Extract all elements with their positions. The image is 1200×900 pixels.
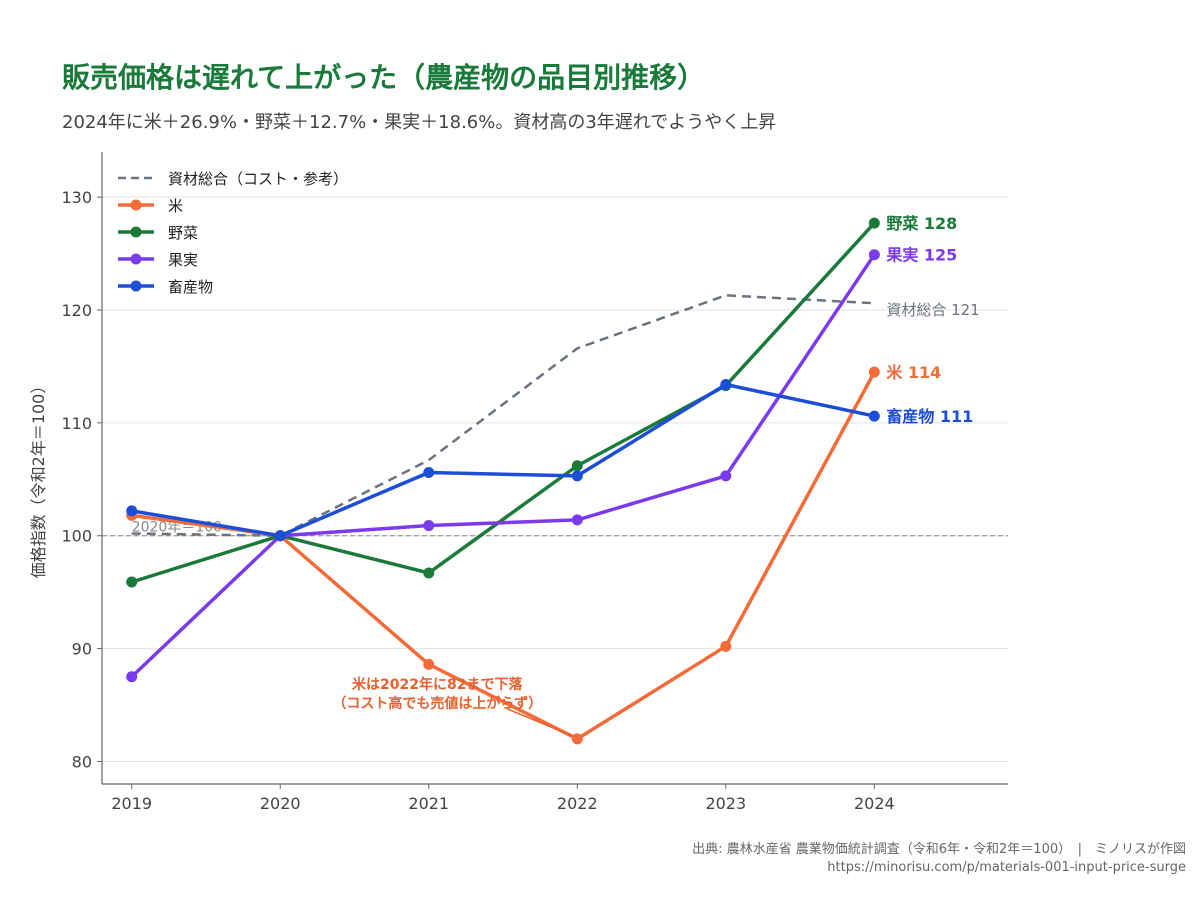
data-point-米 (720, 640, 732, 652)
y-tick-label: 90 (72, 640, 92, 659)
legend-marker (130, 226, 142, 238)
data-point-畜産物 (720, 378, 732, 390)
series-line-畜産物 (131, 382, 875, 538)
legend-marker (130, 253, 142, 265)
annotation-text: 米は2022年に82まで下落 (352, 676, 523, 693)
legend-marker (130, 280, 142, 292)
source-note: 出典: 農林水産省 農業物価統計調査（令和6年・令和2年＝100） | ミノリス… (692, 842, 1186, 857)
series-line-materials (131, 294, 875, 537)
end-label: 畜産物 111 (886, 407, 973, 426)
data-point-畜産物 (571, 470, 583, 482)
x-tick-label: 2021 (408, 794, 449, 813)
end-label: 野菜 128 (886, 214, 957, 233)
legend-label: 野菜 (168, 224, 198, 242)
legend-label: 資材総合（コスト・参考） (168, 170, 348, 188)
source-url: https://minorisu.com/p/materials-001-inp… (827, 860, 1186, 875)
end-label: 資材総合 121 (886, 301, 979, 319)
x-tick-label: 2022 (557, 794, 598, 813)
legend-label: 果実 (168, 251, 198, 269)
y-tick-label: 100 (61, 527, 92, 546)
data-point-畜産物 (868, 410, 880, 422)
data-point-米 (868, 366, 880, 378)
data-point-野菜 (423, 567, 435, 579)
data-point-野菜 (868, 217, 880, 229)
x-tick-label: 2019 (111, 794, 152, 813)
legend-label: 畜産物 (168, 278, 213, 296)
legend-marker (130, 199, 142, 211)
end-label: 果実 125 (885, 246, 957, 265)
x-tick-label: 2023 (705, 794, 746, 813)
data-point-果実 (126, 671, 138, 683)
data-point-畜産物 (126, 505, 138, 517)
x-tick-label: 2020 (260, 794, 301, 813)
y-tick-label: 120 (61, 301, 92, 320)
data-point-果実 (868, 249, 880, 261)
y-tick-label: 110 (61, 414, 92, 433)
data-point-野菜 (571, 460, 583, 472)
data-point-果実 (423, 520, 435, 532)
page-subtitle: 2024年に米＋26.9%・野菜＋12.7%・果実＋18.6%。資材高の3年遅れ… (62, 112, 777, 133)
series-line-果実 (130, 253, 876, 679)
x-tick-label: 2024 (854, 794, 895, 813)
end-label: 米 114 (886, 363, 941, 382)
annotation-arrow (506, 708, 573, 737)
y-tick-label: 130 (61, 188, 92, 207)
data-point-畜産物 (274, 530, 286, 542)
data-point-野菜 (126, 576, 138, 588)
legend-label: 米 (168, 197, 183, 215)
y-tick-label: 80 (72, 752, 92, 771)
data-point-果実 (720, 470, 732, 482)
data-point-米 (423, 658, 435, 670)
series-line-野菜 (131, 221, 876, 584)
page-title: 販売価格は遅れて上がった（農産物の品目別推移） (62, 61, 706, 94)
data-point-米 (571, 733, 583, 745)
annotation-text: （コスト高でも売値は上がらず） (332, 695, 542, 712)
data-point-果実 (571, 514, 583, 526)
data-point-畜産物 (423, 467, 435, 479)
y-axis-label: 価格指数（令和2年＝100） (29, 378, 48, 579)
